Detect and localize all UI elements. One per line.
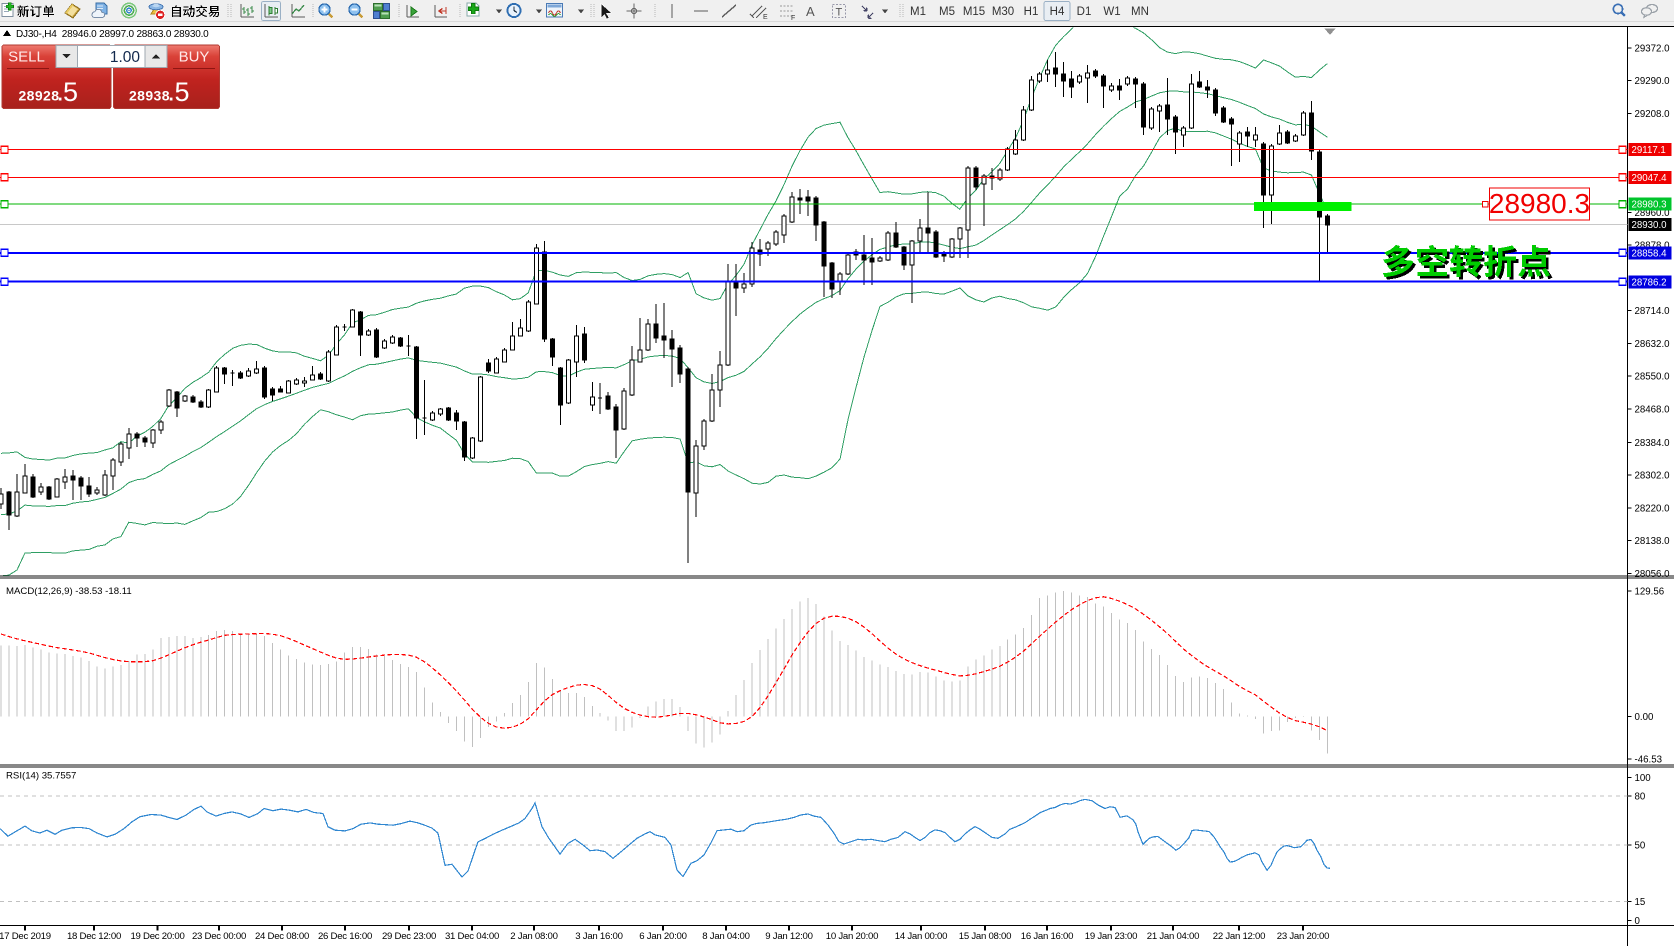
svg-text:5: 5 — [175, 77, 190, 107]
svg-text:31 Dec 04:00: 31 Dec 04:00 — [445, 931, 499, 942]
svg-text:100: 100 — [1635, 773, 1652, 784]
svg-text:28632.0: 28632.0 — [1635, 339, 1671, 350]
svg-text:21 Jan 04:00: 21 Jan 04:00 — [1147, 931, 1199, 942]
svg-text:A: A — [806, 4, 815, 19]
svg-text:29047.4: 29047.4 — [1632, 173, 1668, 184]
svg-text:28550.0: 28550.0 — [1635, 372, 1671, 383]
svg-text:28878.0: 28878.0 — [1635, 241, 1671, 252]
svg-text:28930.0: 28930.0 — [1632, 220, 1668, 231]
svg-text:D1: D1 — [1077, 6, 1092, 18]
svg-text:17 Dec 2019: 17 Dec 2019 — [0, 931, 51, 942]
svg-text:15: 15 — [1635, 897, 1646, 908]
svg-text:E: E — [763, 14, 768, 21]
svg-text:3 Jan 16:00: 3 Jan 16:00 — [575, 931, 622, 942]
svg-text:.: . — [169, 85, 174, 106]
svg-text:16 Jan 16:00: 16 Jan 16:00 — [1021, 931, 1073, 942]
svg-text:23 Dec 00:00: 23 Dec 00:00 — [192, 931, 246, 942]
svg-text:28938: 28938 — [129, 88, 170, 104]
svg-text:0: 0 — [1635, 916, 1641, 927]
svg-text:22 Jan 12:00: 22 Jan 12:00 — [1213, 931, 1265, 942]
svg-text:24 Dec 08:00: 24 Dec 08:00 — [255, 931, 309, 942]
svg-text:129.56: 129.56 — [1635, 586, 1665, 597]
svg-text:0.00: 0.00 — [1635, 712, 1654, 723]
svg-text:M30: M30 — [992, 6, 1014, 18]
svg-text:2 Jan 08:00: 2 Jan 08:00 — [510, 931, 557, 942]
svg-text:1.00: 1.00 — [110, 49, 141, 66]
svg-text:28786.2: 28786.2 — [1632, 277, 1667, 288]
svg-text:28468.0: 28468.0 — [1635, 404, 1671, 415]
svg-text:-46.53: -46.53 — [1635, 755, 1662, 766]
svg-text:28928: 28928 — [19, 88, 60, 104]
svg-text:50: 50 — [1635, 840, 1646, 851]
svg-text:W1: W1 — [1103, 6, 1120, 18]
svg-text:28714.0: 28714.0 — [1635, 306, 1671, 317]
svg-text:14 Jan 00:00: 14 Jan 00:00 — [895, 931, 947, 942]
svg-text:H1: H1 — [1024, 6, 1039, 18]
svg-text:F: F — [791, 15, 795, 22]
svg-text:23 Jan 20:00: 23 Jan 20:00 — [1277, 931, 1329, 942]
svg-text:19 Jan 23:00: 19 Jan 23:00 — [1085, 931, 1137, 942]
svg-text:29 Dec 23:00: 29 Dec 23:00 — [382, 931, 436, 942]
svg-text:29290.0: 29290.0 — [1635, 76, 1671, 87]
svg-text:8 Jan 04:00: 8 Jan 04:00 — [702, 931, 749, 942]
svg-text:6 Jan 20:00: 6 Jan 20:00 — [639, 931, 686, 942]
svg-text:28980.3: 28980.3 — [1632, 200, 1667, 211]
svg-text:15 Jan 08:00: 15 Jan 08:00 — [959, 931, 1011, 942]
svg-text:H4: H4 — [1050, 6, 1065, 18]
svg-text:28220.0: 28220.0 — [1635, 503, 1671, 514]
svg-text:28138.0: 28138.0 — [1635, 536, 1671, 547]
svg-text:T: T — [836, 7, 843, 19]
svg-text:M5: M5 — [939, 6, 955, 18]
svg-text:28980.3: 28980.3 — [1489, 188, 1590, 219]
svg-text:28384.0: 28384.0 — [1635, 438, 1671, 449]
svg-text:28858.4: 28858.4 — [1632, 248, 1668, 259]
svg-text:MN: MN — [1131, 6, 1149, 18]
svg-text:19 Dec 20:00: 19 Dec 20:00 — [130, 931, 184, 942]
svg-text:28960.0: 28960.0 — [1635, 208, 1671, 219]
svg-text:26 Dec 16:00: 26 Dec 16:00 — [318, 931, 372, 942]
svg-text:28302.0: 28302.0 — [1635, 471, 1671, 482]
svg-text:29372.0: 29372.0 — [1635, 43, 1671, 54]
svg-text:18 Dec 12:00: 18 Dec 12:00 — [67, 931, 121, 942]
svg-text:29208.0: 29208.0 — [1635, 109, 1671, 120]
svg-text:28056.0: 28056.0 — [1635, 569, 1671, 580]
svg-text:DJ30-,H4 28946.0 28997.0 2886: DJ30-,H4 28946.0 28997.0 28863.0 28930.0 — [16, 29, 209, 40]
svg-text:RSI(14) 35.7557: RSI(14) 35.7557 — [6, 771, 76, 782]
svg-text:M15: M15 — [963, 6, 985, 18]
svg-text:SELL: SELL — [8, 49, 45, 66]
svg-text:10 Jan 20:00: 10 Jan 20:00 — [826, 931, 878, 942]
svg-text:M1: M1 — [910, 6, 926, 18]
svg-text:5: 5 — [63, 77, 78, 107]
svg-text:29117.1: 29117.1 — [1632, 145, 1666, 156]
svg-text:80: 80 — [1635, 792, 1646, 803]
svg-text:BUY: BUY — [179, 49, 210, 66]
svg-text:.: . — [58, 85, 63, 106]
svg-text:9 Jan 12:00: 9 Jan 12:00 — [765, 931, 812, 942]
svg-text:MACD(12,26,9) -38.53 -18.11: MACD(12,26,9) -38.53 -18.11 — [6, 586, 132, 597]
